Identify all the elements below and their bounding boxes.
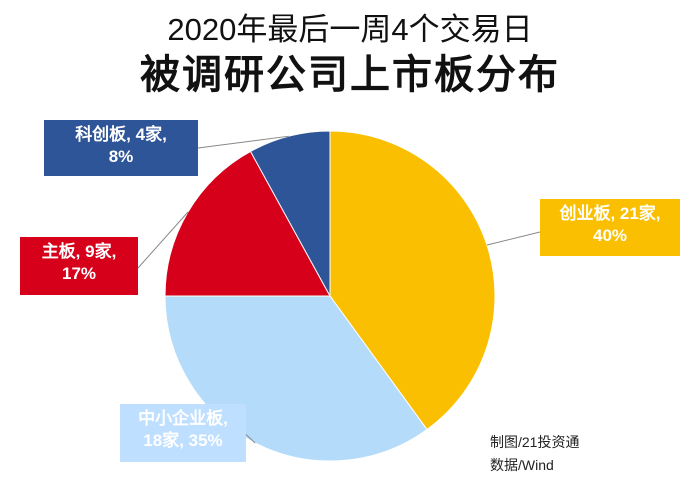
label-zhongxiaoban: 中小企业板, 18家, 35%	[120, 404, 246, 462]
label-zhuban: 主板, 9家, 17%	[20, 237, 138, 295]
label-zhuban-line1: 主板, 9家,	[41, 242, 117, 261]
label-kechuangban-line1: 科创板, 4家,	[75, 125, 167, 144]
pie-slice-3	[249, 130, 331, 297]
label-zhuban-line2: 17%	[61, 264, 97, 283]
chart-subtitle: 被调研公司上市板分布	[140, 53, 560, 97]
label-kechuangban: 科创板, 4家, 8%	[44, 120, 198, 176]
label-zhongxiaoban-line2: 18家, 35%	[143, 431, 223, 450]
leader-line-3	[197, 135, 290, 149]
pie-slice-0	[329, 130, 496, 431]
label-chuangyeban-line1: 创业板, 21家,	[559, 204, 661, 223]
pie-slice-2	[164, 150, 331, 297]
label-kechuangban-line2: 8%	[108, 147, 134, 166]
chart-title: 2020年最后一周4个交易日	[167, 12, 533, 47]
leader-line-0	[486, 231, 541, 246]
source-data: 数据/Wind	[490, 457, 554, 473]
label-zhongxiaoban-line1: 中小企业板,	[138, 409, 228, 428]
label-chuangyeban: 创业板, 21家, 40%	[540, 199, 680, 256]
source-maker: 制图/21投资通	[490, 434, 580, 450]
leader-line-2	[137, 211, 189, 269]
label-chuangyeban-line2: 40%	[592, 226, 628, 245]
